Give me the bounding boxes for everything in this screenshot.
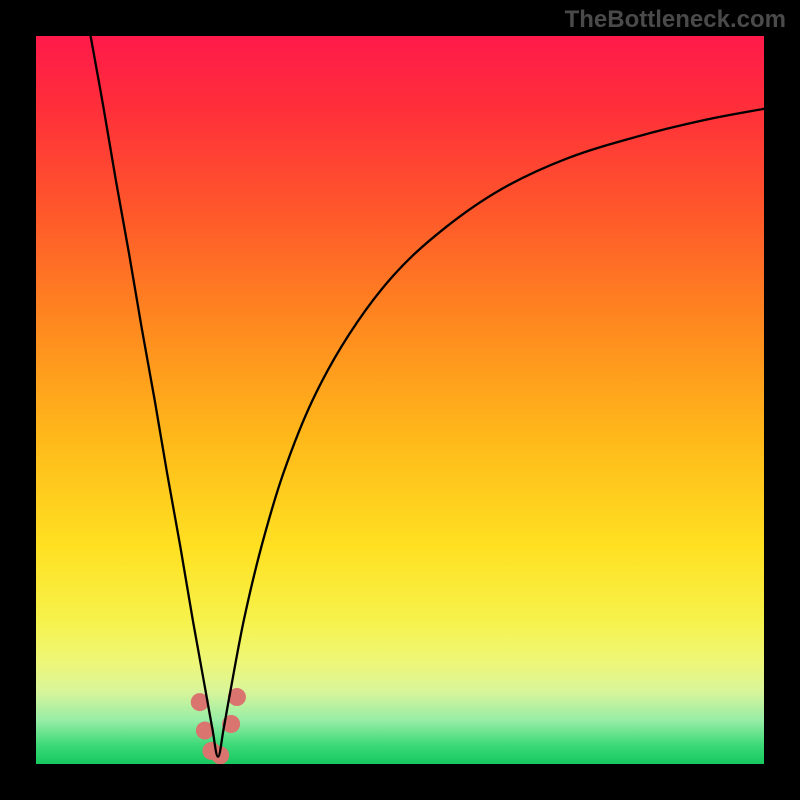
plot-svg xyxy=(36,36,764,764)
gradient-background xyxy=(36,36,764,764)
plot-area xyxy=(36,36,764,764)
watermark-text: TheBottleneck.com xyxy=(565,6,786,34)
chart-frame: TheBottleneck.com xyxy=(0,0,800,800)
